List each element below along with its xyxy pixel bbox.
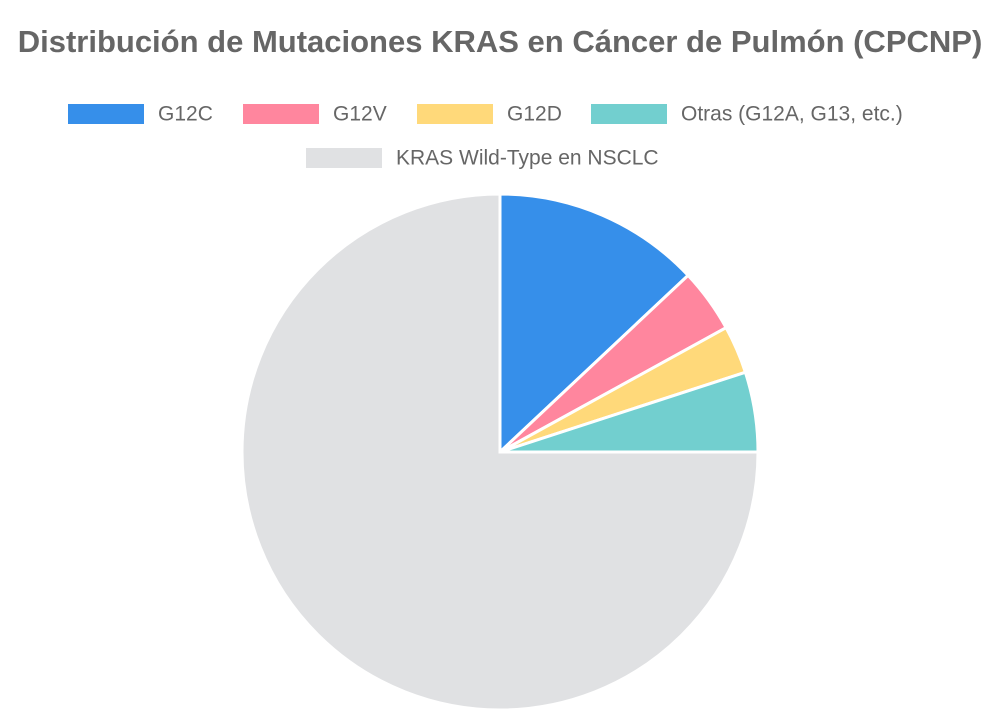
pie	[240, 192, 760, 712]
legend-label: G12C	[158, 103, 213, 126]
legend-label: G12D	[507, 103, 562, 126]
legend-label: Otras (G12A, G13, etc.)	[681, 103, 903, 126]
legend: G12C G12V G12D Otras (G12A, G13, etc.) KRAS …	[68, 103, 903, 170]
legend-swatch	[417, 104, 493, 124]
pie-slice	[498, 192, 691, 456]
chart-title: Distribución de Mutaciones KRAS en Cánce…	[18, 24, 983, 59]
legend-label: KRAS Wild-Type en NSCLC	[396, 147, 659, 170]
pie-slice	[240, 192, 760, 712]
legend-swatch	[68, 104, 144, 124]
legend-label: G12V	[333, 103, 387, 126]
legend-swatch	[591, 104, 667, 124]
legend-swatch	[243, 104, 319, 124]
legend-swatch	[306, 148, 382, 168]
